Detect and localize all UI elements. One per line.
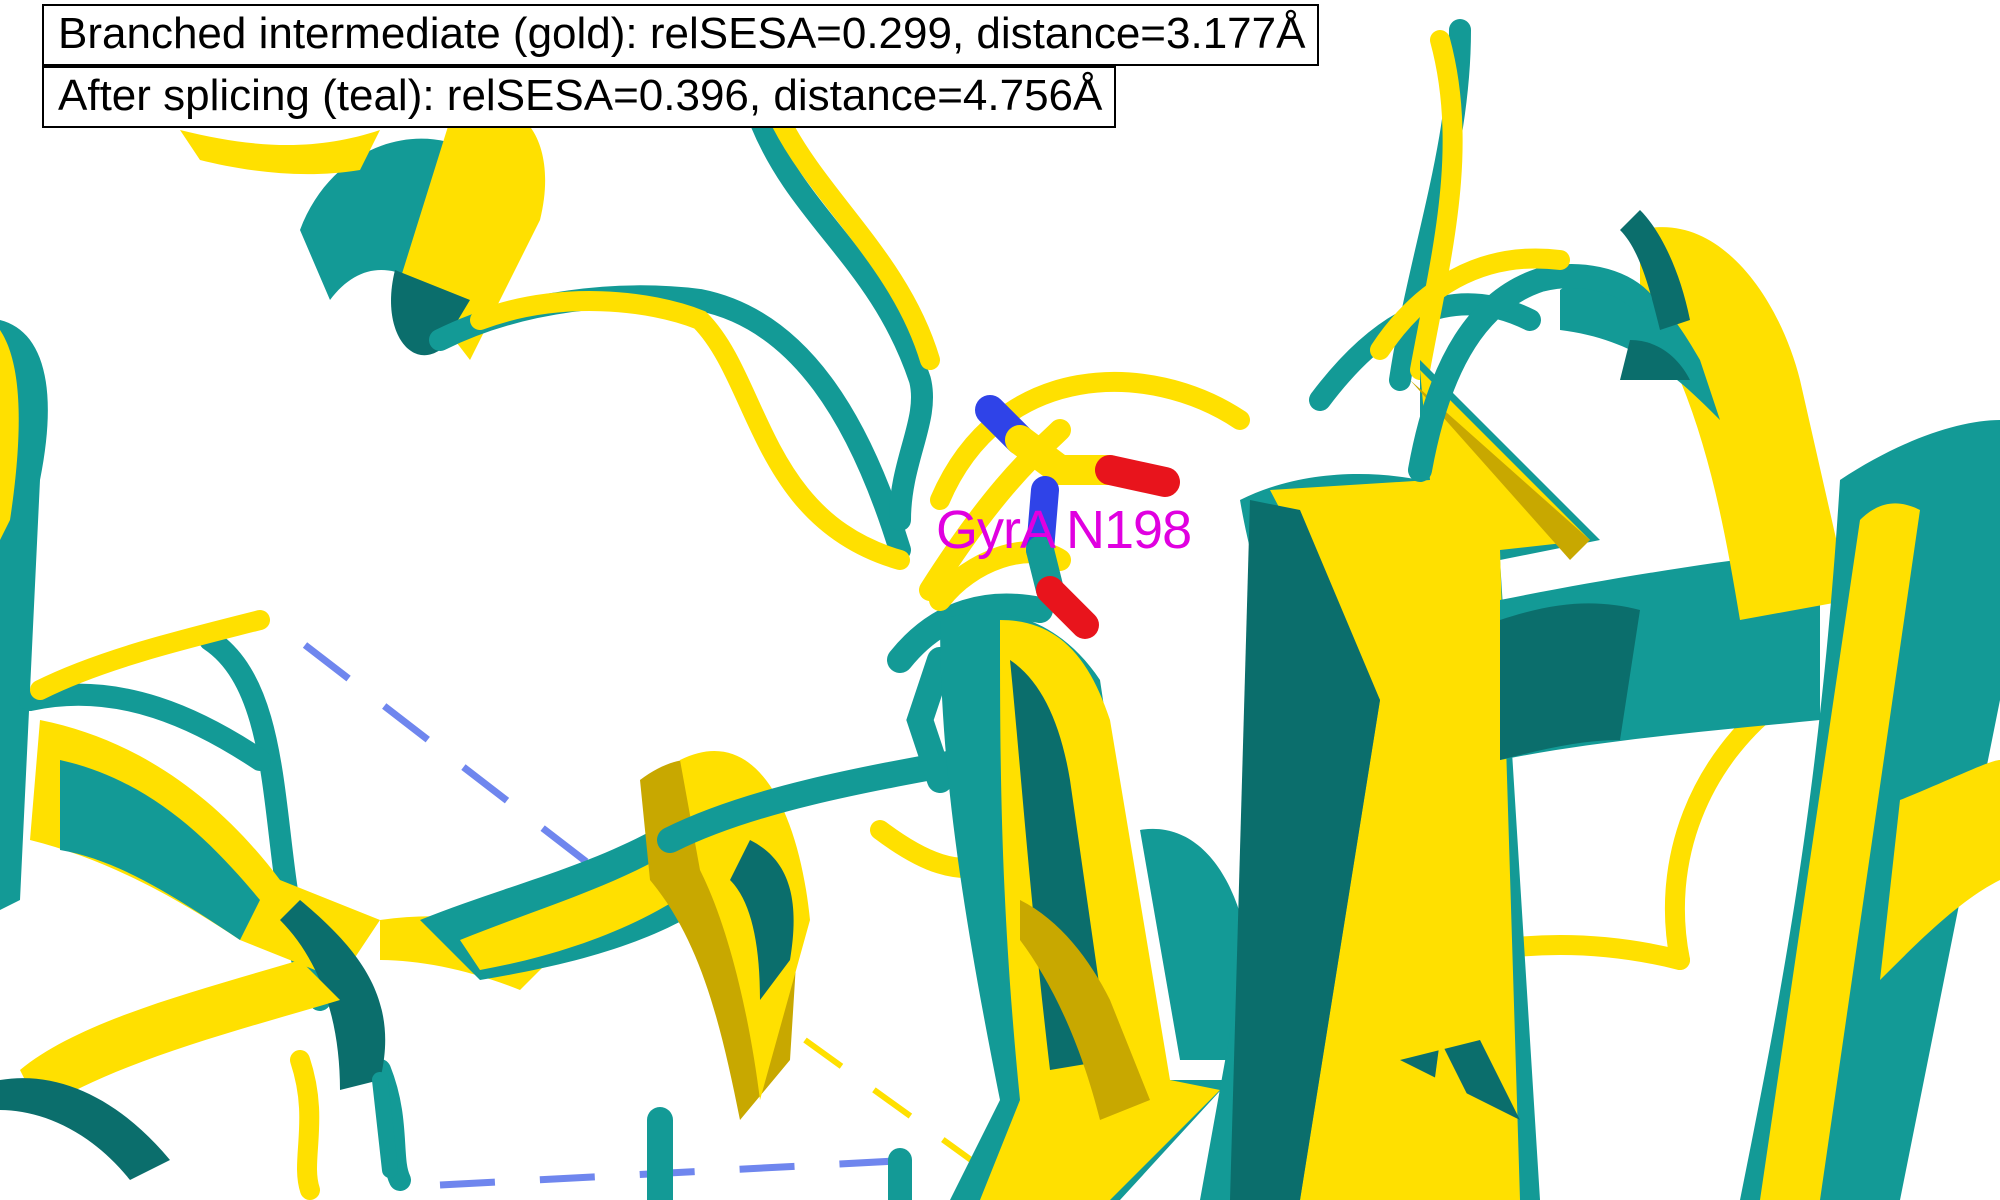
arrow-strand-center bbox=[940, 612, 1250, 1200]
sheet-far-right bbox=[1560, 210, 2000, 1200]
arrow-strand-right bbox=[1200, 360, 1600, 1200]
sheet-lower-left bbox=[0, 720, 560, 1180]
residue-sticks bbox=[975, 395, 1180, 639]
annotation-branched-intermediate: Branched intermediate (gold): relSESA=0.… bbox=[42, 4, 1320, 66]
annotation-after-splicing: After splicing (teal): relSESA=0.396, di… bbox=[42, 66, 1117, 128]
dashed-gap-lines bbox=[302, 642, 916, 1189]
sheet-left-edge bbox=[0, 320, 48, 910]
loop-top-right-strands bbox=[1370, 248, 1652, 482]
side-chain-sticks bbox=[372, 419, 1071, 1200]
dashed-gap-lines-gold bbox=[803, 1037, 987, 1173]
helix-top-left bbox=[180, 107, 546, 361]
residue-label-gyra-n198: GyrA N198 bbox=[936, 500, 1192, 560]
